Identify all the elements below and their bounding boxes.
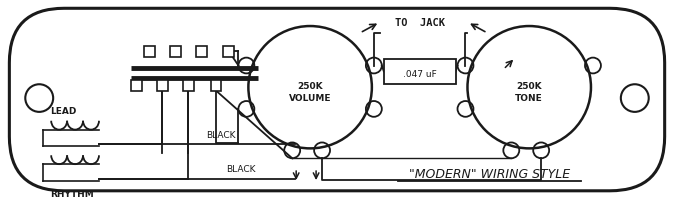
Text: LEAD: LEAD — [50, 107, 77, 116]
FancyBboxPatch shape — [384, 59, 456, 85]
Text: "MODERN" WIRING STYLE: "MODERN" WIRING STYLE — [409, 167, 570, 180]
Bar — [144, 47, 155, 57]
Bar — [211, 81, 222, 92]
Text: TO  JACK: TO JACK — [395, 18, 445, 28]
Bar — [170, 47, 180, 57]
Bar — [157, 81, 167, 92]
Bar — [182, 81, 194, 92]
Text: 250K
TONE: 250K TONE — [515, 81, 543, 102]
Text: .047 uF: .047 uF — [403, 70, 437, 78]
Text: RHYTHM: RHYTHM — [50, 189, 94, 198]
Bar — [131, 81, 142, 92]
FancyBboxPatch shape — [9, 9, 664, 191]
Text: 250K
VOLUME: 250K VOLUME — [289, 81, 332, 102]
Bar — [195, 47, 207, 57]
Bar — [224, 47, 235, 57]
Text: BLACK: BLACK — [226, 164, 255, 173]
Text: BLACK: BLACK — [205, 130, 235, 139]
